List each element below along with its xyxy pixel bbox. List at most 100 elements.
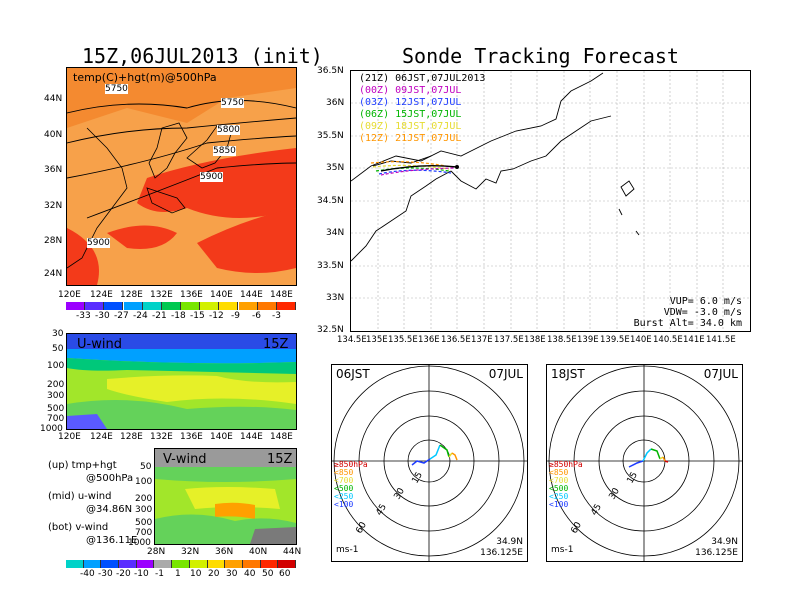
note-line: (up) tmp+hgt: [48, 460, 117, 471]
lon-label: 124E: [90, 432, 113, 442]
colorbar-label: -20: [116, 569, 131, 579]
colorbar-cell: [260, 560, 279, 568]
colorbar-label: 20: [208, 569, 220, 579]
colorbar-label: 10: [190, 569, 202, 579]
hodo-time: 18JST: [551, 367, 585, 381]
colorbar-label: -33: [76, 311, 91, 321]
lon-label: 136E: [180, 290, 203, 300]
lat-label: 32N: [181, 547, 200, 557]
param-vup: VUP= 6.0 m/s: [669, 296, 742, 307]
lon-label: 124E: [90, 290, 113, 300]
forecast-map-svg: [351, 71, 750, 331]
p-label: 200: [135, 494, 153, 504]
p-label: 1000: [128, 538, 151, 548]
p-label: 500: [135, 518, 153, 528]
note-line: (mid) u-wind: [48, 491, 112, 502]
lat-label: 32.5N: [317, 325, 344, 335]
temp-colorbar: [66, 302, 296, 312]
lat-label: 28N: [147, 547, 166, 557]
legend-row: (09Z) 18JST,07JUL: [359, 121, 462, 132]
colorbar-label: 50: [262, 569, 274, 579]
lon-label: 140E: [630, 335, 652, 345]
lon-label: 140E: [210, 432, 233, 442]
hodo-date: 07JUL: [703, 367, 738, 381]
p-label: 500: [47, 404, 65, 414]
colorbar-cell: [276, 302, 296, 310]
lat-label: 40N: [249, 547, 268, 557]
contour-label: 5750: [105, 84, 128, 94]
colorbar-cell: [172, 560, 190, 568]
lat-label: 28N: [44, 236, 63, 246]
lon-label: 139.5E: [600, 335, 630, 345]
u-wind-title: U-wind: [77, 337, 122, 352]
hodo-lat: 34.9N: [711, 537, 738, 547]
contour-label: 5900: [87, 238, 110, 248]
colorbar-cell: [142, 302, 162, 310]
lon-label: 132E: [150, 290, 173, 300]
v-wind-svg: [155, 449, 296, 544]
colorbar-label: -18: [171, 311, 186, 321]
p-label: 300: [135, 505, 153, 515]
colorbar-label: 1: [175, 569, 181, 579]
hodo-time: 06JST: [336, 367, 370, 381]
lat-label: 35.5N: [317, 131, 344, 141]
lon-label: 144E: [240, 432, 263, 442]
hodo-legend: ≥850hPa <850 <700 <500 <250 <100: [334, 461, 368, 509]
lat-label: 36.5N: [317, 66, 344, 76]
temperature-map-svg: [67, 68, 296, 285]
wind-colorbar: [66, 560, 296, 570]
contour-label: 5800: [217, 125, 240, 135]
colorbar-cell: [85, 302, 105, 310]
lon-label: 144E: [240, 290, 263, 300]
lon-label: 135E: [366, 335, 388, 345]
u-wind-time: 15Z: [263, 337, 289, 352]
colorbar-cell: [238, 302, 258, 310]
colorbar-label: -30: [98, 569, 113, 579]
lon-label: 135.5E: [388, 335, 418, 345]
lon-label: 138E: [524, 335, 546, 345]
colorbar-label: -24: [133, 311, 148, 321]
hodo-legend-item: <700: [549, 476, 569, 485]
colorbar-cell: [136, 560, 155, 568]
colorbar-label: -10: [134, 569, 149, 579]
lon-label: 134.5E: [337, 335, 367, 345]
colorbar-cell: [161, 302, 181, 310]
lat-label: 33N: [326, 293, 345, 303]
note-line: @34.86N: [86, 504, 133, 515]
param-burst: Burst Alt= 34.0 km: [633, 318, 742, 329]
lat-label: 34.5N: [317, 196, 344, 206]
lat-label: 36N: [326, 98, 345, 108]
hodo-legend-item: <250: [549, 492, 569, 501]
lon-label: 148E: [270, 290, 293, 300]
colorbar-cell: [225, 560, 243, 568]
contour-label: 5900: [200, 172, 223, 182]
p-label: 50: [52, 344, 64, 354]
contour-label: 5850: [213, 146, 236, 156]
lat-label: 33.5N: [317, 261, 344, 271]
hodograph-svg: [332, 365, 527, 561]
p-label: 300: [47, 391, 65, 401]
v-wind-title: V-wind: [163, 452, 207, 467]
note-line: @136.11E: [86, 535, 138, 546]
lat-label: 44N: [283, 547, 302, 557]
hodograph-svg: [547, 365, 742, 561]
hodo-lon: 136.125E: [480, 548, 523, 558]
colorbar-cell: [257, 302, 277, 310]
lat-label: 35N: [326, 163, 345, 173]
hodo-legend-item: <850: [549, 468, 569, 477]
lat-label: 36N: [44, 165, 63, 175]
hodograph-06jst: 06JST 07JUL 15 30 45 60 ms-1 34.9N 136.1…: [331, 364, 528, 562]
map-title: 15Z,06JUL2013 (init): [82, 44, 323, 68]
colorbar-cell: [200, 302, 220, 310]
colorbar-label: 30: [226, 569, 238, 579]
colorbar-cell: [181, 302, 201, 310]
lon-label: 120E: [58, 432, 81, 442]
p-label: 200: [47, 380, 65, 390]
hodo-legend-item: <250: [334, 492, 354, 501]
hodo-legend-item: ≥850hPa: [334, 460, 368, 469]
lat-label: 24N: [44, 269, 63, 279]
lon-label: 140.5E: [653, 335, 683, 345]
hodo-unit: ms-1: [336, 545, 359, 555]
note-line: (bot) v-wind: [48, 522, 109, 533]
colorbar-label: -1: [155, 569, 164, 579]
